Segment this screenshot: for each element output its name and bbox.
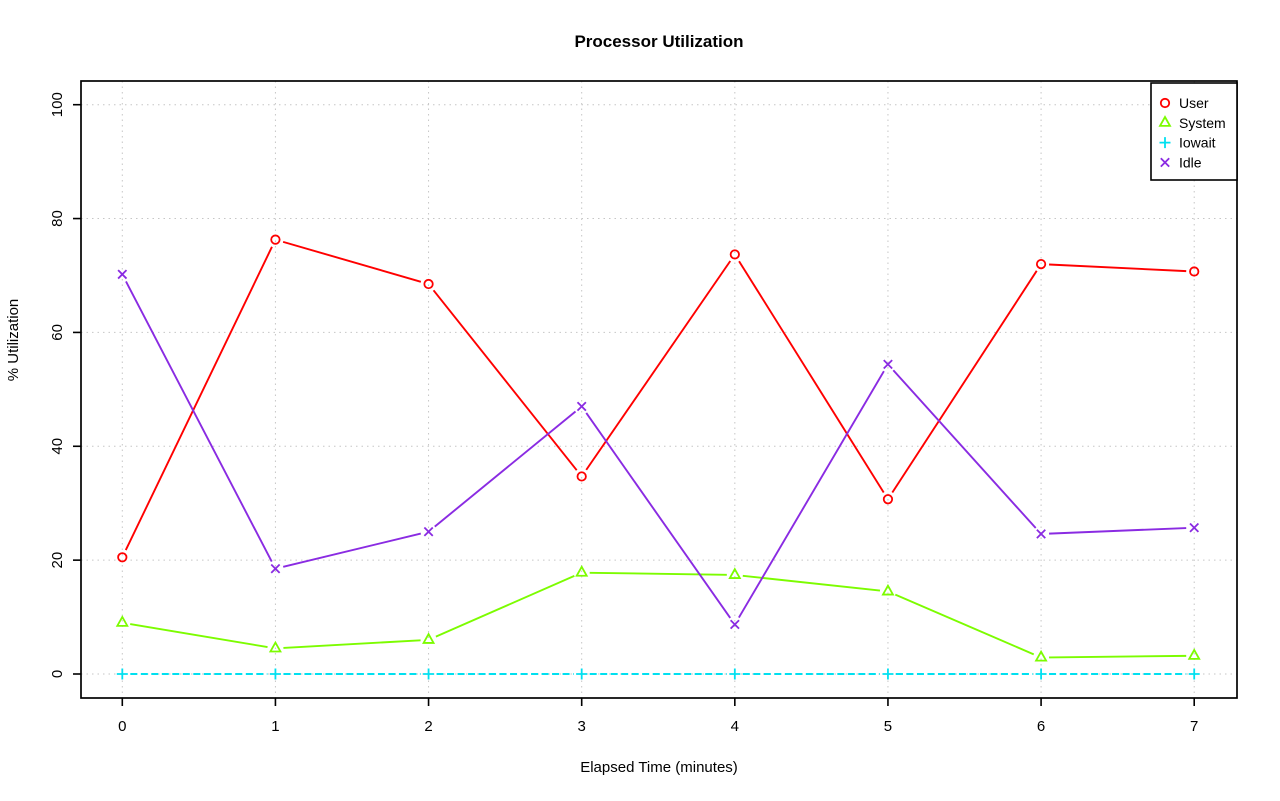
marker-system-4 xyxy=(728,567,742,579)
series-line-user xyxy=(585,260,732,471)
y-axis-tick-label: 0 xyxy=(49,670,66,678)
series-idle xyxy=(117,269,1200,630)
series-system xyxy=(115,565,1201,662)
series-line-idle xyxy=(282,532,422,568)
legend: User System Iowait Idle xyxy=(1150,82,1238,181)
chart-title: Processor Utilization xyxy=(574,32,744,51)
marker-idle-6 xyxy=(1036,529,1046,539)
series-line-system xyxy=(283,639,421,649)
marker-system-2 xyxy=(422,632,436,644)
marker-system-7 xyxy=(1187,648,1201,660)
x-axis-title: Elapsed Time (minutes) xyxy=(580,759,738,776)
marker-iowait-4 xyxy=(729,668,741,680)
series-line-idle xyxy=(585,412,731,619)
marker-system-5 xyxy=(881,583,895,596)
legend-label-iowait: Iowait xyxy=(1179,135,1216,151)
marker-iowait-1 xyxy=(269,668,281,680)
series-line-idle xyxy=(125,281,273,563)
series-line-user xyxy=(1049,263,1187,273)
x-axis-tick-label: 2 xyxy=(424,718,432,735)
plot-border xyxy=(80,80,1238,699)
legend-label-system: System xyxy=(1179,115,1226,131)
marker-system-0 xyxy=(115,615,129,627)
marker-idle-3 xyxy=(576,401,587,412)
marker-system-3 xyxy=(575,565,589,577)
series-line-system xyxy=(435,575,575,638)
marker-user-3 xyxy=(576,471,587,482)
legend-marker-system xyxy=(1158,115,1172,127)
marker-idle-2 xyxy=(423,526,434,537)
y-axis-tick-label: 80 xyxy=(49,210,66,227)
series-line-system xyxy=(742,574,881,592)
marker-user-0 xyxy=(117,552,128,563)
series-line-system xyxy=(589,571,727,576)
x-axis-tick-label: 0 xyxy=(118,718,126,735)
series-line-system xyxy=(130,623,268,648)
series-line-user xyxy=(282,240,422,283)
marker-system-1 xyxy=(268,640,282,653)
marker-idle-1 xyxy=(270,563,281,574)
legend-marker-iowait xyxy=(1159,137,1171,149)
marker-user-5 xyxy=(882,494,894,505)
series-line-user xyxy=(124,246,273,551)
marker-user-7 xyxy=(1189,266,1200,277)
marker-system-6 xyxy=(1034,649,1048,662)
y-axis-tick-label: 100 xyxy=(49,92,66,117)
marker-user-6 xyxy=(1035,259,1047,270)
y-axis-tick-label: 20 xyxy=(49,552,66,569)
legend-marker-user xyxy=(1159,97,1171,109)
series-line-system xyxy=(894,593,1035,656)
x-axis-tick-label: 6 xyxy=(1037,718,1045,735)
series-line-user xyxy=(432,289,578,471)
series-user xyxy=(117,234,1200,563)
legend-label-idle: Idle xyxy=(1179,154,1202,170)
series-line-system xyxy=(1049,654,1187,659)
marker-iowait-0 xyxy=(116,668,128,680)
legend-label-user: User xyxy=(1179,95,1209,111)
marker-idle-4 xyxy=(729,619,740,630)
marker-iowait-6 xyxy=(1035,668,1047,680)
marker-iowait-5 xyxy=(882,668,894,680)
y-axis-title: % Utilization xyxy=(5,299,22,382)
series-iowait xyxy=(116,668,1200,680)
x-axis-tick-label: 3 xyxy=(578,718,586,735)
series-line-idle xyxy=(1049,527,1187,535)
x-axis-tick-label: 4 xyxy=(731,718,739,735)
series-line-idle xyxy=(738,370,885,619)
marker-iowait-2 xyxy=(423,668,435,680)
marker-user-1 xyxy=(270,234,281,245)
marker-iowait-3 xyxy=(576,668,588,680)
marker-idle-5 xyxy=(883,359,893,370)
y-axis-tick-label: 60 xyxy=(49,324,66,341)
marker-idle-0 xyxy=(117,269,128,280)
series-line-idle xyxy=(892,369,1037,529)
marker-idle-7 xyxy=(1189,522,1200,533)
series-line-idle xyxy=(434,410,577,528)
series-line-user xyxy=(738,260,885,493)
marker-user-2 xyxy=(423,278,434,290)
marker-iowait-7 xyxy=(1188,668,1200,680)
y-axis-tick-label: 40 xyxy=(49,438,66,455)
legend-marker-idle xyxy=(1160,157,1170,168)
x-axis-tick-label: 7 xyxy=(1190,718,1198,735)
x-axis-tick-label: 1 xyxy=(271,718,279,735)
series-line-user xyxy=(891,270,1038,494)
x-axis-tick-label: 5 xyxy=(884,718,892,735)
marker-user-4 xyxy=(729,249,740,260)
